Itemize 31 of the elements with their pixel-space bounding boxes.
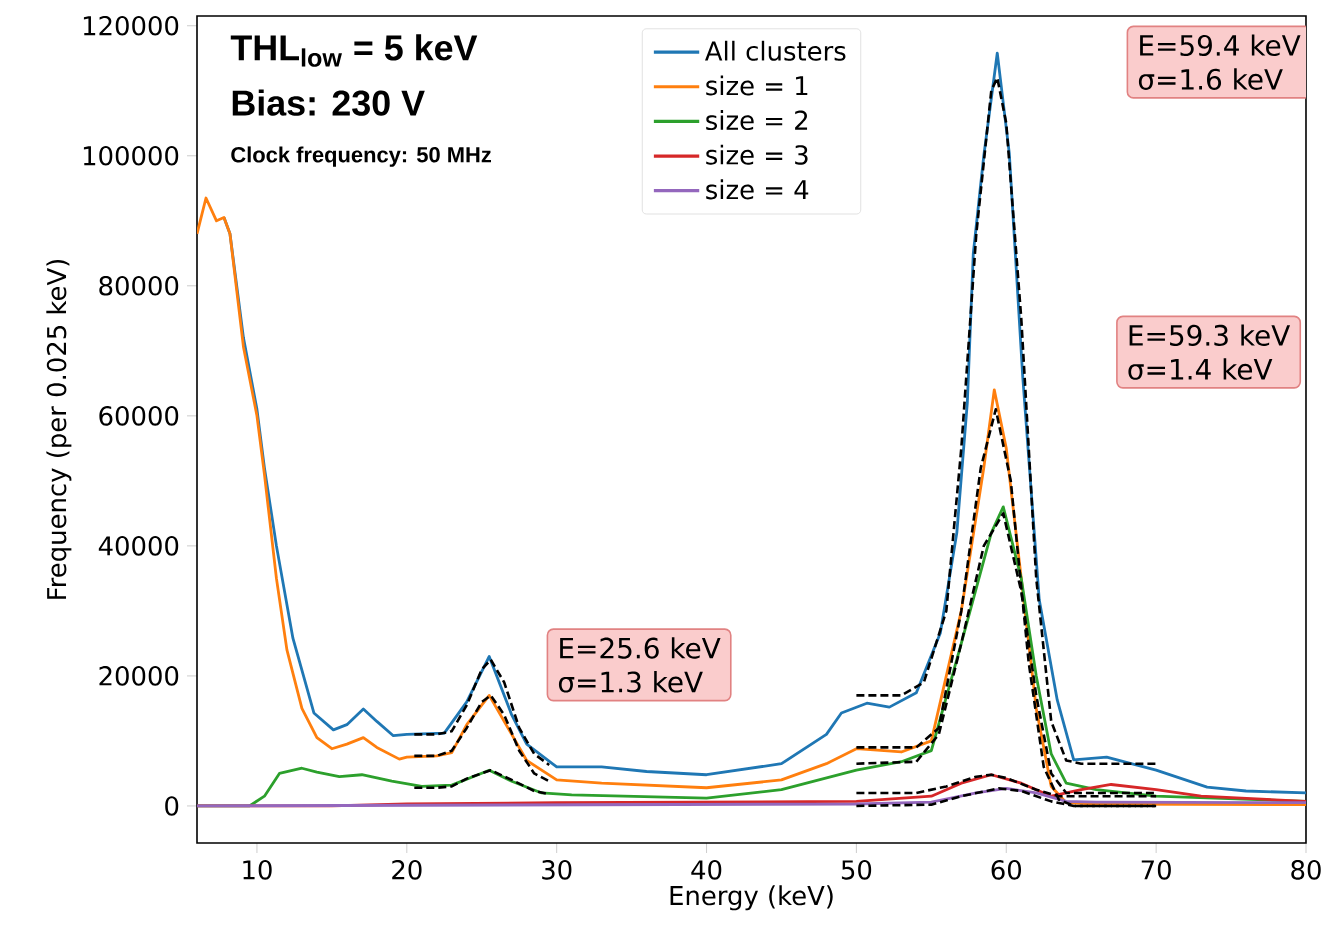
annotation: σ=1.3 keV	[558, 671, 703, 693]
legend-label: size = 2	[706, 110, 808, 131]
annotation: Clock frequency: 50 MHz	[231, 146, 491, 167]
annotation: THL$_{low}$ = 5 keV	[230, 34, 478, 67]
annotation: σ=1.6 keV	[1138, 68, 1283, 90]
x-tick-label: 70	[1141, 860, 1171, 880]
legend-label: size = 4	[706, 179, 809, 200]
x-tick-label: 50	[841, 860, 872, 880]
legend-label: All clusters	[704, 40, 846, 61]
annotation: E=59.3 keV	[1129, 324, 1291, 346]
y-tick-label: 80000	[99, 276, 179, 296]
legend-label: size = 1	[706, 75, 808, 96]
annotation: E=25.6 keV	[560, 637, 721, 659]
x-tick-label: 80	[1291, 860, 1321, 880]
annotation: Bias: 230 V	[232, 89, 425, 116]
y-tick-label: 0	[165, 796, 179, 816]
y-tick-label: 120000	[83, 15, 179, 36]
x-tick-label: 10	[243, 860, 272, 880]
annotation: σ=1.4 keV	[1128, 358, 1273, 380]
x-tick-label: 20	[392, 860, 422, 880]
legend-label: size = 3	[706, 144, 808, 165]
x-tick-label: 60	[991, 860, 1022, 880]
x-axis-title: Energy (keV)	[670, 885, 833, 911]
annotation: E=59.4 keV	[1140, 34, 1301, 57]
y-tick-label: 100000	[83, 145, 179, 166]
x-tick-label: 40	[691, 860, 722, 880]
x-tick-label: 30	[542, 860, 572, 880]
y-tick-label: 40000	[98, 536, 179, 556]
y-tick-label: 60000	[99, 406, 179, 426]
y-tick-label: 20000	[99, 666, 179, 686]
y-axis-title: Frequency (per 0.025 keV)	[46, 259, 72, 599]
